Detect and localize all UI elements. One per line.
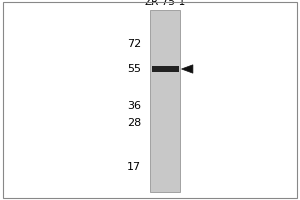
Text: ZR-75-1: ZR-75-1 <box>144 0 186 7</box>
Text: 55: 55 <box>127 64 141 74</box>
Text: 36: 36 <box>127 101 141 111</box>
Text: 28: 28 <box>127 118 141 128</box>
FancyBboxPatch shape <box>152 66 178 72</box>
Text: 72: 72 <box>127 39 141 49</box>
FancyBboxPatch shape <box>150 10 180 192</box>
Text: 17: 17 <box>127 162 141 172</box>
Polygon shape <box>182 65 193 73</box>
